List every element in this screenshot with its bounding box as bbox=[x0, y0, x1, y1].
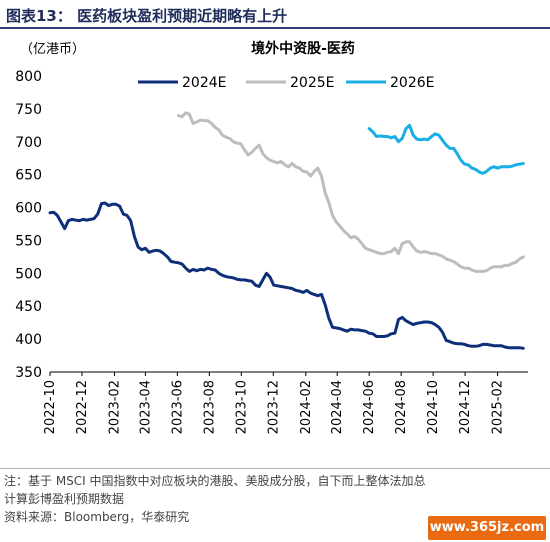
x-tick-label: 2025-02 bbox=[491, 380, 506, 434]
watermark: www.365jz.com bbox=[428, 516, 546, 540]
footer-note: 注：基于 MSCI 中国指数中对应板块的港股、美股成分股，自下而上整体法加总 bbox=[4, 474, 426, 488]
y-tick-label: 450 bbox=[15, 299, 42, 315]
figure-label: 图表13： bbox=[6, 7, 72, 25]
x-tick-label: 2023-02 bbox=[107, 380, 122, 434]
x-tick-label: 2024-04 bbox=[330, 380, 345, 434]
y-tick-label: 650 bbox=[15, 168, 42, 184]
x-tick-label: 2024-08 bbox=[394, 380, 409, 434]
y-tick-label: 600 bbox=[15, 201, 42, 217]
y-axis: 350 400 450 500 550 600 650 700 750 800 bbox=[15, 69, 42, 381]
figure-heading: 图表13： 医药板块盈利预期近期略有上升 bbox=[6, 5, 287, 26]
y-tick-label: 750 bbox=[15, 102, 42, 118]
legend-label-2026E: 2026E bbox=[390, 75, 434, 91]
x-tick-label: 2024-06 bbox=[362, 380, 377, 434]
y-tick-label: 500 bbox=[15, 266, 42, 282]
x-tick-label: 2024-10 bbox=[426, 380, 441, 434]
footer-note-line2: 计算彭博盈利预期数据 bbox=[4, 492, 125, 506]
footer-rule bbox=[0, 468, 550, 469]
series-layer bbox=[48, 111, 525, 350]
y-tick-label: 800 bbox=[15, 69, 42, 85]
chart-title: 境外中资股-医药 bbox=[251, 40, 355, 57]
x-tick-label: 2024-02 bbox=[299, 380, 314, 434]
x-tick-label: 2022-12 bbox=[75, 380, 90, 434]
legend-label-2025E: 2025E bbox=[290, 75, 334, 91]
x-tick-label: 2023-08 bbox=[202, 380, 217, 434]
legend-label-2024E: 2024E bbox=[182, 75, 226, 91]
x-tick-label: 2024-12 bbox=[458, 380, 473, 434]
x-tick-label: 2023-10 bbox=[234, 380, 249, 434]
figure-header: 图表13： 医药板块盈利预期近期略有上升 bbox=[0, 0, 550, 30]
footer-notes: 注：基于 MSCI 中国指数中对应板块的港股、美股成分股，自下而上整体法加总 计… bbox=[4, 472, 548, 526]
series-line-2024E bbox=[48, 201, 525, 350]
series-line-2025E bbox=[176, 111, 525, 273]
x-tick-label: 2023-04 bbox=[138, 380, 153, 434]
figure-title: 医药板块盈利预期近期略有上升 bbox=[77, 7, 288, 25]
x-tick-label: 2022-10 bbox=[43, 380, 58, 434]
y-tick-label: 700 bbox=[15, 135, 42, 151]
x-tick-label: 2023-06 bbox=[170, 380, 185, 434]
legend: 2024E 2025E 2026E bbox=[138, 75, 434, 91]
y-tick-label: 550 bbox=[15, 233, 42, 249]
y-axis-unit: （亿港币） bbox=[20, 42, 85, 57]
chart: （亿港币） 境外中资股-医药 2024E 2025E 2026E 350 400 450… bbox=[15, 40, 528, 434]
x-axis: 2022-10 2022-12 2023-02 2023-04 2023-06 2023-… bbox=[43, 371, 528, 434]
y-tick-label: 400 bbox=[15, 332, 42, 348]
header-rule bbox=[0, 27, 550, 29]
series-line-2026E bbox=[367, 123, 525, 175]
y-tick-label: 350 bbox=[15, 365, 42, 381]
footer-source: 资料来源：Bloomberg，华泰研究 bbox=[4, 510, 190, 524]
x-tick-label: 2023-12 bbox=[266, 380, 281, 434]
